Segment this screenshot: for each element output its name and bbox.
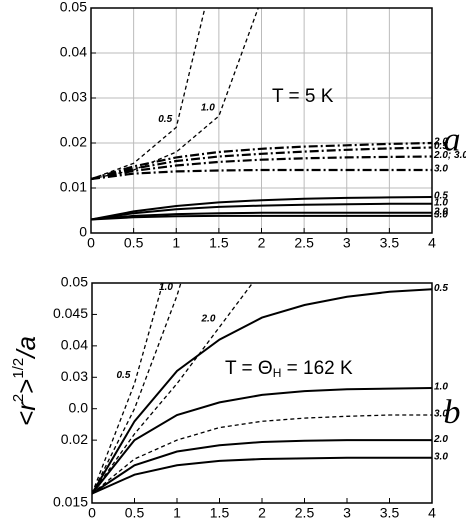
y-tick-label: 0.0 (69, 399, 89, 415)
curve-label: 2.0 (433, 434, 448, 445)
curve-label: 2.0; 3.0 (433, 150, 466, 161)
annotation-text: T = Θ (225, 358, 273, 379)
series-line (92, 283, 164, 494)
series-line (92, 387, 432, 495)
x-tick-label: 3 (343, 235, 351, 251)
curve-label: 3.0 (434, 409, 448, 420)
series-line (91, 8, 206, 180)
curve-label: 1.0 (159, 282, 173, 293)
panel-label: a (444, 121, 461, 158)
y-tick-label: 0 (79, 224, 87, 240)
x-tick-label: 0.5 (124, 235, 144, 251)
annotation-rest: = 162 K (281, 358, 353, 379)
series-line (92, 439, 432, 495)
y-tick-label: 0.02 (60, 134, 87, 150)
x-tick-label: 3.5 (380, 235, 400, 251)
y-tick-label: 0.045 (53, 305, 88, 321)
series-line (92, 288, 432, 495)
series-line (91, 202, 432, 221)
x-tick-label: 3 (343, 505, 351, 521)
curve-label: 2.0 (433, 137, 448, 148)
y-tick-label: 0.05 (61, 274, 88, 290)
x-tick-label: 1.5 (210, 505, 230, 521)
x-tick-label: 2 (258, 505, 266, 521)
curve-label: 0.5 (434, 283, 448, 294)
y-tick-label: 0.05 (60, 0, 87, 15)
curve-label: 2.0 (433, 206, 448, 217)
y-tick-label: 0.04 (60, 44, 87, 60)
y-tick-label: 0.03 (60, 89, 87, 105)
series-line (91, 155, 432, 181)
x-tick-label: 2 (258, 235, 266, 251)
y-label-part: 1/2 (10, 358, 27, 379)
x-tick-label: 2.5 (294, 235, 314, 251)
y-tick-label: 0.03 (61, 368, 88, 384)
y-label-part: 2 (10, 394, 27, 402)
series-line (92, 414, 432, 495)
annotation: T = ΘH = 162 K (225, 358, 353, 380)
x-tick-label: 3.5 (380, 505, 400, 521)
x-tick-label: 0 (88, 505, 96, 521)
x-tick-label: 1 (173, 505, 181, 521)
x-tick-label: 2.5 (295, 505, 315, 521)
series-line (91, 196, 432, 221)
curve-label: 0.5 (117, 370, 131, 381)
y-tick-label: 0.02 (61, 431, 88, 447)
curve-label: 3.0 (434, 451, 448, 462)
y-label-part: > (11, 379, 41, 394)
annotation: T = 5 K (272, 86, 334, 107)
curve-label: 1.0 (434, 197, 448, 208)
curve-label: 0.5 (158, 114, 172, 125)
series-line (91, 211, 432, 221)
curve-label: 0.5 (434, 141, 448, 152)
y-label-part: <r (11, 401, 41, 426)
y-tick-label: 0.015 (53, 494, 88, 510)
annotation-text: T = 5 K (272, 86, 334, 107)
curve-label: 1.0 (201, 103, 215, 114)
x-tick-label: 0 (87, 235, 95, 251)
series-line (91, 214, 432, 221)
x-tick-label: 4 (428, 235, 436, 251)
x-tick-label: 4 (428, 505, 436, 521)
curve-label: 3.0 (434, 210, 448, 221)
series-line (91, 146, 432, 181)
plot-area (91, 8, 432, 221)
plot-frame (91, 282, 433, 504)
x-tick-label: 1.5 (209, 235, 229, 251)
panel-label: b (444, 394, 461, 431)
x-tick-label: 1 (172, 235, 180, 251)
y-tick-label: 0.01 (60, 179, 87, 195)
y-axis-label: <r2>1/2/a (10, 336, 41, 426)
series-line (92, 456, 432, 495)
y-label-part: /a (11, 336, 41, 360)
annotation-sub: H (273, 366, 282, 380)
series-line (92, 283, 254, 494)
curve-label: 0.5 (434, 191, 448, 202)
curve-label: 1.0 (434, 382, 448, 393)
series-line (92, 283, 182, 494)
y-tick-label: 0.04 (61, 337, 88, 353)
curve-label: 2.0 (201, 314, 216, 325)
x-tick-label: 0.5 (125, 505, 145, 521)
plot-frame (90, 7, 433, 234)
curve-label: 3.0 (434, 164, 448, 175)
plot-area (92, 283, 432, 495)
series-line (91, 168, 432, 181)
series-line (91, 141, 432, 181)
